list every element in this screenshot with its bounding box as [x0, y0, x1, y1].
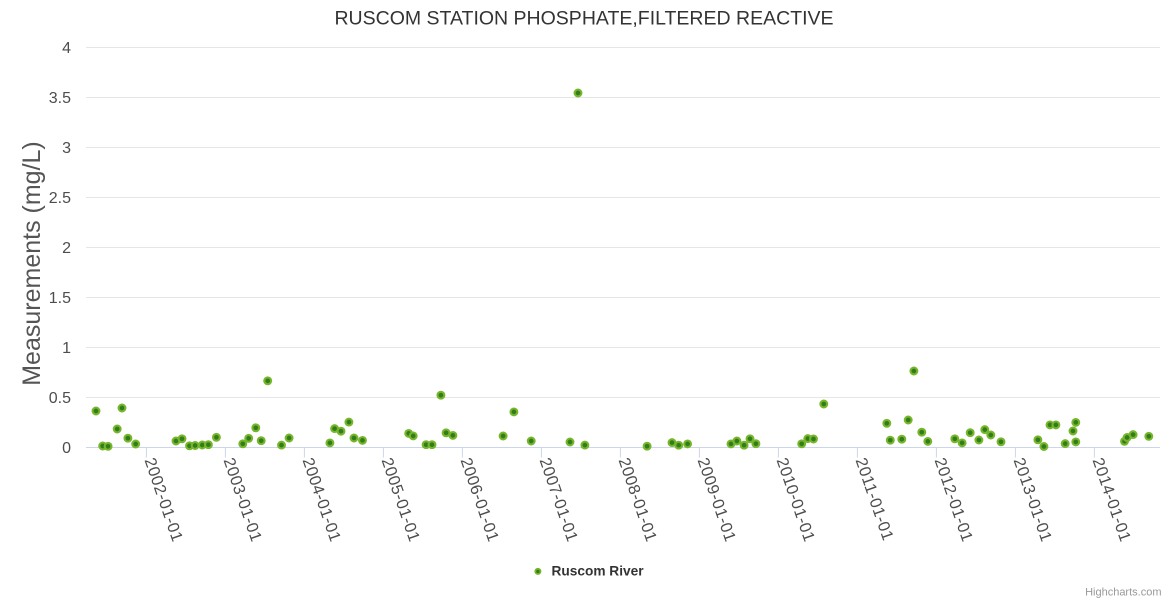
svg-text:2.5: 2.5 — [49, 190, 71, 207]
svg-text:1.5: 1.5 — [49, 290, 71, 307]
svg-text:1: 1 — [62, 340, 71, 357]
svg-text:0.5: 0.5 — [49, 390, 71, 407]
svg-text:3.5: 3.5 — [49, 90, 71, 107]
svg-text:RUSCOM STATION PHOSPHATE,FILTE: RUSCOM STATION PHOSPHATE,FILTERED REACTI… — [334, 8, 833, 30]
svg-text:Measurements (mg/L): Measurements (mg/L) — [18, 141, 46, 386]
svg-text:4: 4 — [62, 40, 71, 57]
svg-text:3: 3 — [62, 140, 71, 157]
svg-text:2: 2 — [62, 240, 71, 257]
svg-text:0: 0 — [62, 440, 71, 457]
svg-text:Ruscom River: Ruscom River — [552, 564, 645, 579]
svg-text:Highcharts.com: Highcharts.com — [1085, 587, 1161, 599]
